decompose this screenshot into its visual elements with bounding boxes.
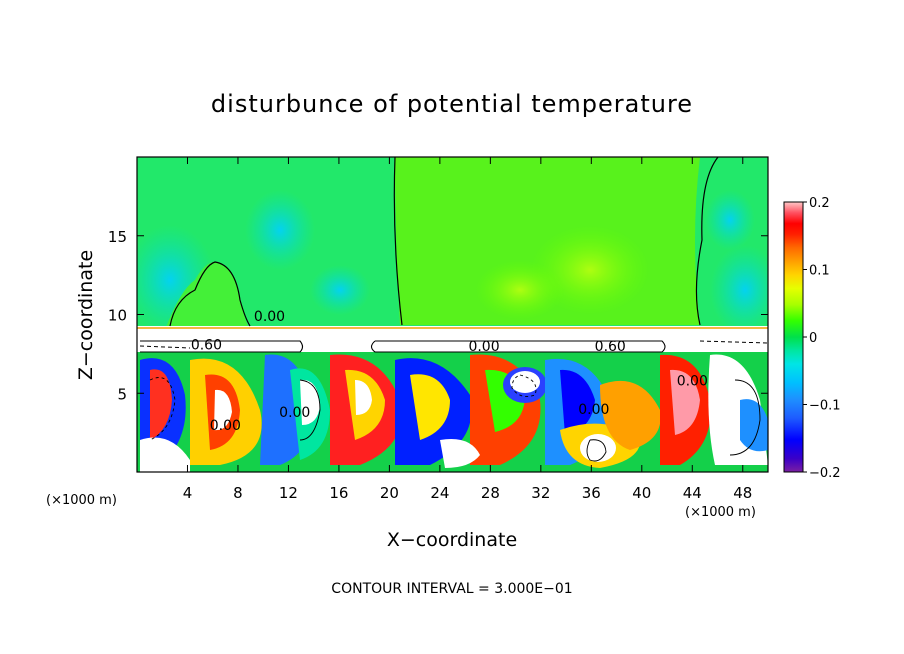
x-tick-label: 12 [279,484,298,502]
colorbar-tick-label: 0 [809,331,817,346]
colorbar-tick-label: −0.2 [809,466,841,481]
x-tick-label: 16 [329,484,348,502]
contour-interval-note: CONTOUR INTERVAL = 3.000E−01 [331,581,572,597]
colorbar-tick-label: 0.1 [809,264,830,279]
y-tick-label: 15 [108,228,127,246]
contour-label: 0.60 [595,339,626,355]
contour-label: 0.00 [677,374,708,390]
x-tick-label: 20 [380,484,399,502]
contour-label: 0.00 [279,405,310,421]
x-unit-left: (×1000 m) [46,493,117,508]
contour-label: 0.60 [191,337,222,353]
x-axis-label: X−coordinate [387,529,517,551]
y-tick-label: 5 [117,385,127,403]
contour-labels: 0.00 0.60 0.00 0.60 0.00 0.00 0.00 0.00 [191,309,708,434]
x-tick-label: 8 [233,484,243,502]
x-tick-label: 4 [183,484,193,502]
x-tick-label: 36 [582,484,601,502]
x-tick-label: 44 [683,484,702,502]
contour-label: 0.00 [578,402,609,418]
colorbar-tick-label: 0.2 [809,196,830,211]
y-tick-label: 10 [108,307,127,325]
colorbar-ticks: 0.2 0.1 0 −0.1 −0.2 [803,196,841,481]
colorbar-tick-label: −0.1 [809,399,841,414]
x-unit-right: (×1000 m) [685,505,756,520]
x-tick-label: 40 [632,484,651,502]
x-tick-label: 32 [531,484,550,502]
x-tick-label: 48 [733,484,752,502]
colorbar: 0.2 0.1 0 −0.1 −0.2 [783,196,841,481]
x-tick-label: 28 [481,484,500,502]
chart-title: disturbunce of potential temperature [211,90,693,118]
y-axis: 5 10 15 [108,228,768,403]
y-axis-label: Z−coordinate [75,250,97,380]
contour-label: 0.00 [468,339,499,355]
x-tick-label: 24 [430,484,449,502]
contour-label: 0.00 [210,418,241,434]
plot-field [137,157,768,472]
contour-label: 0.00 [254,309,285,325]
colorbar-scale [783,201,804,473]
x-axis: 4 8 12 16 20 24 28 32 36 40 44 48 [183,157,752,502]
